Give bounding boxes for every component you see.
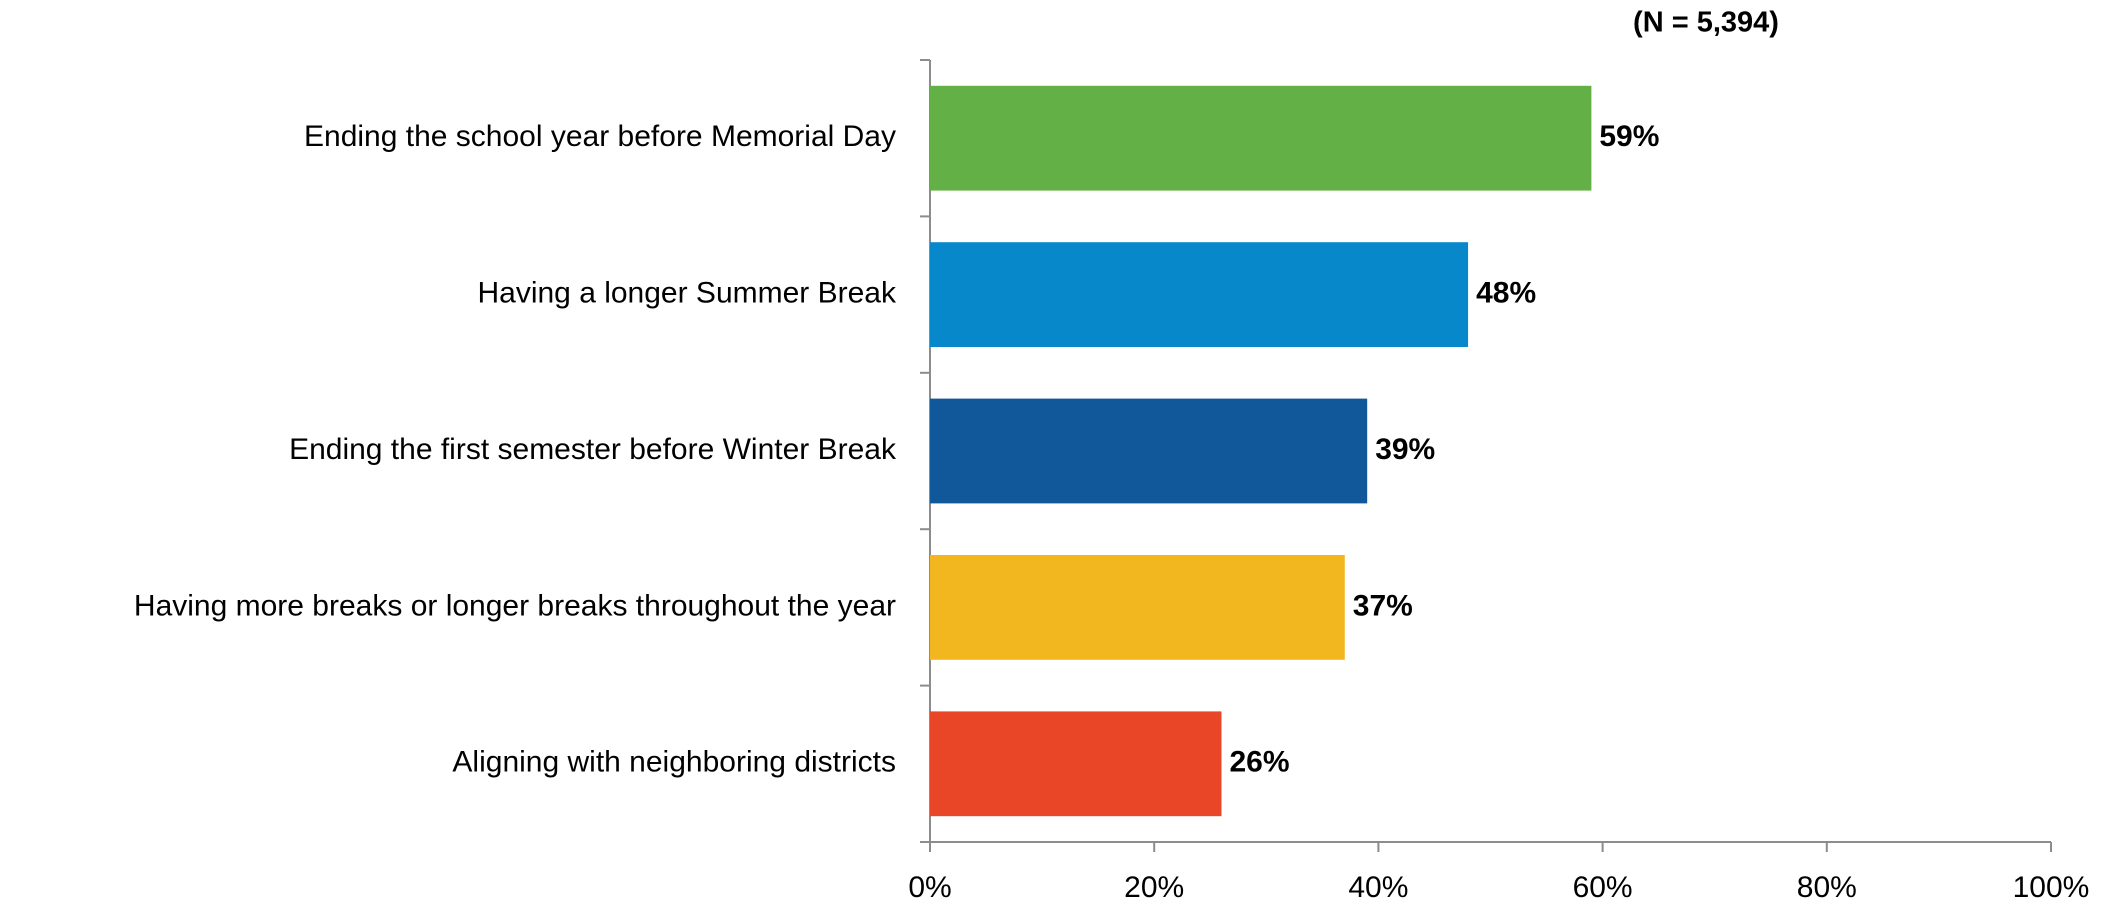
x-tick-label: 100% <box>2013 871 2090 900</box>
x-tick-label: 80% <box>1797 871 1857 900</box>
category-label: Ending the first semester before Winter … <box>289 433 897 466</box>
chart-subtitle: (N = 5,394) <box>1633 7 1779 39</box>
value-label: 37% <box>1353 589 1413 622</box>
x-tick-label: 60% <box>1573 871 1633 900</box>
value-label: 59% <box>1599 120 1659 153</box>
value-label: 48% <box>1476 277 1536 310</box>
category-label: Aligning with neighboring districts <box>452 746 896 779</box>
value-label: 39% <box>1375 433 1435 466</box>
category-label: Having a longer Summer Break <box>477 277 897 310</box>
x-tick-label: 20% <box>1124 871 1184 900</box>
bar <box>930 555 1345 660</box>
bar <box>930 398 1368 504</box>
value-label: 26% <box>1229 746 1289 779</box>
bar <box>930 242 1469 347</box>
x-tick-label: 40% <box>1348 871 1408 900</box>
x-tick-label: 0% <box>908 871 951 900</box>
category-label: Ending the school year before Memorial D… <box>304 120 896 153</box>
bar <box>930 85 1592 191</box>
bar <box>930 711 1222 817</box>
category-label: Having more breaks or longer breaks thro… <box>134 589 896 622</box>
